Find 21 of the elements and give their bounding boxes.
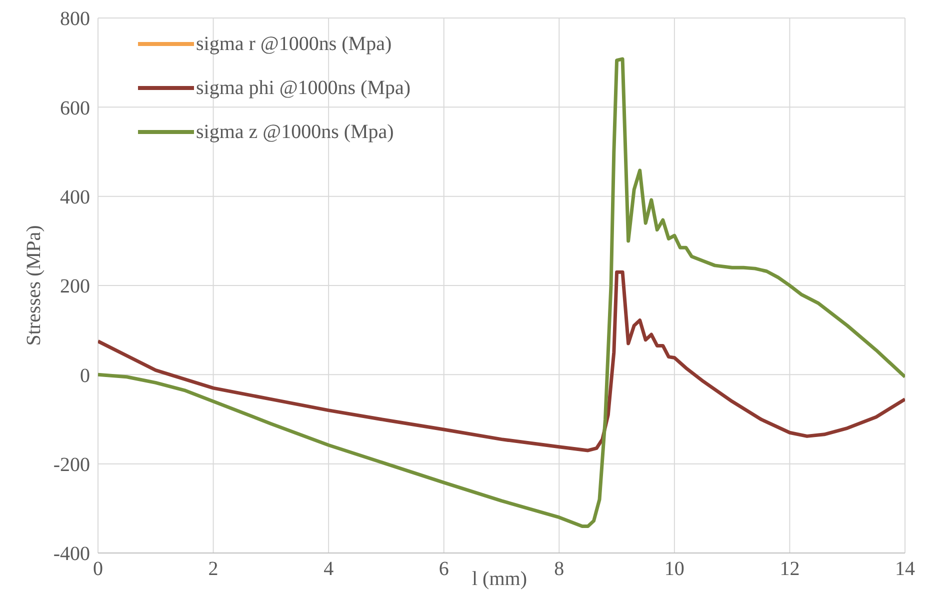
x-axis-title: l (mm) xyxy=(472,568,527,590)
x-tick-label: 4 xyxy=(324,558,334,580)
x-tick-label: 14 xyxy=(895,558,915,580)
y-tick-label: 800 xyxy=(60,8,90,30)
y-tick-label: 200 xyxy=(60,276,90,298)
y-tick-label: 0 xyxy=(80,364,90,387)
x-tick-label: 12 xyxy=(780,558,800,580)
y-tick-label: 400 xyxy=(60,186,90,208)
line-series xyxy=(98,270,905,452)
y-axis-title: Stresses (MPa) xyxy=(23,225,46,346)
line-series xyxy=(98,57,905,528)
legend-label: sigma phi @1000ns (Mpa) xyxy=(196,76,411,101)
x-tick-label: 10 xyxy=(664,558,684,580)
y-tick-label: -400 xyxy=(53,543,90,566)
x-tick-label: 6 xyxy=(438,558,449,580)
y-tick-label: -200 xyxy=(53,454,90,476)
legend-label: sigma r @1000ns (Mpa) xyxy=(196,32,392,57)
x-tick-label: 8 xyxy=(554,558,564,580)
x-tick-label: 2 xyxy=(208,558,218,580)
legend-label: sigma z @1000ns (Mpa) xyxy=(196,120,394,145)
y-tick-label: 600 xyxy=(60,97,90,120)
